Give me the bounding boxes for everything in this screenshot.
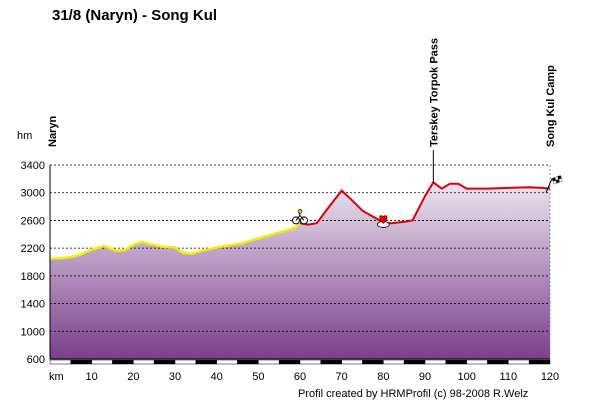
scale-bar-segment — [445, 359, 467, 365]
scale-bar-segment — [195, 359, 217, 365]
x-tick-label: 70 — [336, 371, 348, 383]
x-tick-label: 20 — [127, 371, 139, 383]
waypoint-label: Terskey Torpok Pass — [428, 38, 440, 147]
scale-bar-segment — [112, 359, 134, 365]
y-tick-label: 600 — [27, 354, 45, 366]
y-tick-label: 3400 — [21, 160, 45, 172]
scale-bar-segment — [49, 359, 72, 365]
scale-bar-segment — [216, 359, 238, 365]
waypoint-label: Naryn — [47, 116, 59, 147]
scale-bar-segment — [237, 359, 259, 365]
elevation-line-segment-2 — [299, 181, 551, 226]
x-tick-label: 50 — [252, 371, 264, 383]
x-tick-label: 120 — [541, 371, 559, 383]
x-tick-label: 110 — [500, 371, 518, 383]
scale-bar-segment — [91, 359, 113, 365]
waypoint-label: Song Kul Camp — [545, 65, 557, 147]
scale-bar-segment — [362, 359, 384, 365]
elevation-line-segment-1 — [50, 222, 301, 260]
scale-bar-segment — [278, 359, 301, 365]
scale-bar-segment — [299, 359, 322, 365]
elevation-area — [50, 182, 550, 359]
elevation-area-fill — [50, 182, 550, 359]
chart-title: 31/8 (Naryn) - Song Kul — [52, 7, 217, 24]
markers — [292, 175, 563, 228]
axes — [49, 165, 551, 365]
x-tick-label: 60 — [294, 371, 306, 383]
y-axis-ticks: 3400 3000 2600 2200 1800 1400 1000 600 — [21, 160, 45, 366]
scale-bar-segment — [174, 359, 197, 365]
y-tick-label: 1400 — [21, 299, 45, 311]
scale-bar-segment — [403, 359, 426, 365]
x-tick-label: 40 — [211, 371, 223, 383]
scale-bar-segment — [383, 359, 405, 365]
scale-bar-segment — [70, 359, 92, 365]
elevation-line — [50, 181, 551, 260]
x-tick-label: 30 — [169, 371, 181, 383]
scale-bar-segment — [320, 359, 342, 365]
y-axis-unit: hm — [17, 130, 32, 142]
y-tick-label: 2200 — [21, 243, 45, 255]
x-axis-ticks: 10 20 30 40 50 60 70 80 90 100 110 120 — [86, 371, 560, 383]
x-tick-label: 80 — [377, 371, 389, 383]
scale-bar-segment — [466, 359, 488, 365]
y-tick-label: 1800 — [21, 271, 45, 283]
x-tick-label: 10 — [86, 371, 98, 383]
scale-bar-segment — [508, 359, 530, 365]
x-axis-unit: km — [49, 371, 64, 383]
bicycle-icon — [292, 209, 308, 225]
scale-bar-segment — [153, 359, 176, 365]
y-tick-label: 3000 — [21, 188, 45, 200]
scale-bar-segment — [133, 359, 155, 365]
scale-bar-segment — [258, 359, 280, 365]
heart-icon — [376, 215, 390, 228]
y-tick-label: 2600 — [21, 215, 45, 227]
finish-flag-icon — [545, 175, 563, 193]
scale-bar-segment — [341, 359, 363, 365]
scale-bar-segment — [424, 359, 447, 365]
y-tick-label: 1000 — [21, 326, 45, 338]
scale-bar-segment — [487, 359, 509, 365]
chart-credit: Profil created by HRMProfil (c) 98-2008 … — [298, 388, 528, 400]
x-tick-label: 90 — [419, 371, 431, 383]
x-tick-label: 100 — [457, 371, 475, 383]
scale-bar-segment — [528, 359, 551, 365]
waypoints: Naryn Terskey Torpok Pass Song Kul Camp — [47, 38, 557, 183]
